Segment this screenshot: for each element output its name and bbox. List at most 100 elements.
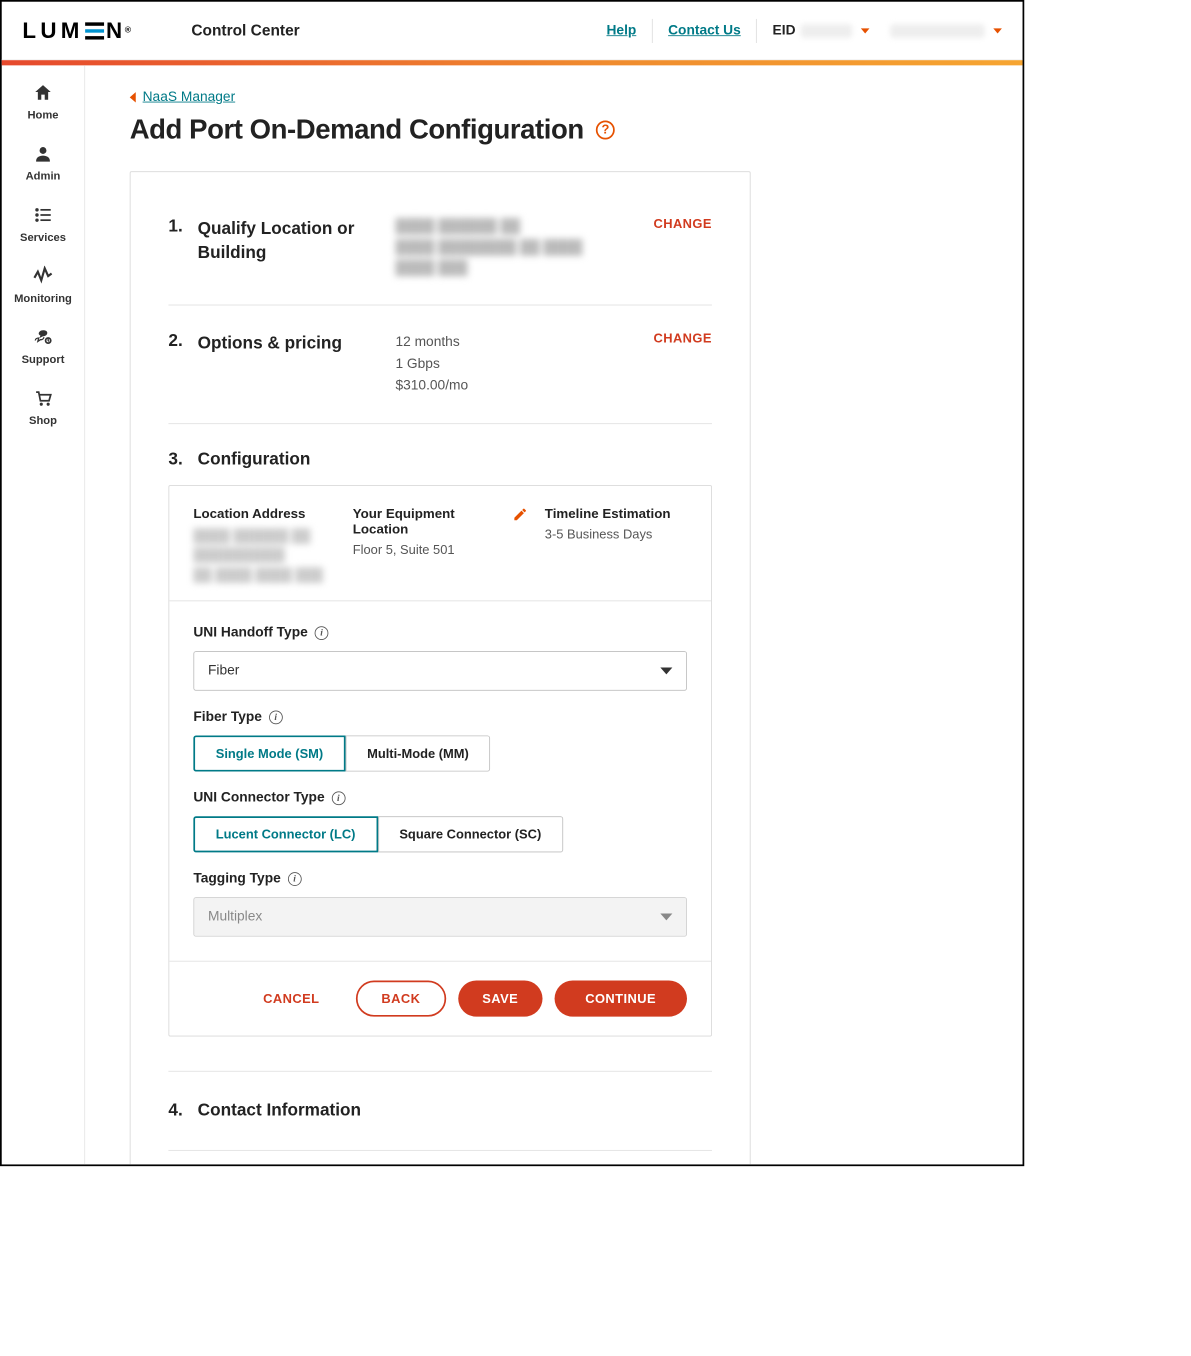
equipment-value: Floor 5, Suite 501	[353, 542, 495, 557]
breadcrumb: NaaS Manager	[130, 89, 978, 104]
edit-icon[interactable]	[512, 506, 527, 521]
edit-col	[512, 506, 527, 585]
sidebar-item-monitoring[interactable]: Monitoring	[14, 266, 72, 305]
location-value-redacted: ████ ██████ ██ ████████████ ████ ████ ██…	[194, 527, 336, 585]
connector-lc-button[interactable]: Lucent Connector (LC)	[194, 816, 378, 852]
sidebar-label: Services	[20, 230, 66, 243]
eid-dropdown[interactable]: EID	[757, 23, 878, 38]
main-content: NaaS Manager Add Port On-Demand Configur…	[85, 65, 1022, 1164]
chevron-left-icon	[130, 92, 136, 102]
location-col: Location Address ████ ██████ ██ ████████…	[194, 506, 336, 585]
select-value: Fiber	[208, 663, 239, 678]
step-number: 4.	[169, 1101, 198, 1121]
location-label: Location Address	[194, 506, 336, 521]
tagging-type-label: Tagging Type i	[194, 871, 688, 886]
sidebar-label: Home	[27, 108, 58, 121]
timeline-value: 3-5 Business Days	[545, 527, 687, 542]
chevron-down-icon	[660, 914, 672, 921]
info-icon[interactable]: i	[288, 872, 302, 886]
sidebar: Home Admin Services Monitoring Support S…	[2, 65, 85, 1164]
lumen-logo[interactable]: LUM N ®	[22, 17, 131, 44]
header: LUM N ® Control Center Help Contact Us E…	[2, 2, 1023, 60]
chevron-down-icon	[993, 28, 1002, 33]
sidebar-item-home[interactable]: Home	[27, 83, 58, 122]
redacted-address: ████ ██████ ██████ ████████ ██ ████████ …	[396, 217, 654, 279]
divider	[169, 304, 713, 305]
sidebar-label: Admin	[26, 169, 61, 182]
connector-sc-button[interactable]: Square Connector (SC)	[378, 816, 563, 852]
price-value: $310.00/mo	[396, 375, 654, 397]
equipment-label: Your Equipment Location	[353, 506, 495, 537]
timeline-label: Timeline Estimation	[545, 506, 687, 521]
step-title: Configuration	[198, 450, 311, 470]
divider	[169, 423, 713, 424]
monitoring-icon	[33, 266, 54, 287]
page-title-text: Add Port On-Demand Configuration	[130, 114, 584, 146]
step-title: Contact Information	[198, 1101, 361, 1121]
chevron-down-icon	[861, 28, 870, 33]
logo-text-pre: LUM	[22, 17, 83, 44]
help-link[interactable]: Help	[591, 23, 652, 38]
term-value: 12 months	[396, 331, 654, 353]
sidebar-item-shop[interactable]: Shop	[29, 388, 57, 427]
config-footer: CANCEL BACK SAVE CONTINUE	[169, 961, 711, 1036]
change-button[interactable]: CHANGE	[654, 331, 712, 346]
admin-icon	[33, 144, 54, 165]
sidebar-item-admin[interactable]: Admin	[26, 144, 61, 183]
label-text: Fiber Type	[194, 710, 263, 725]
step-2: 2. Options & pricing 12 months 1 Gbps $3…	[169, 317, 713, 411]
label-text: UNI Handoff Type	[194, 625, 308, 640]
config-form: UNI Handoff Type i Fiber Fiber Type i Si…	[169, 601, 711, 960]
sidebar-item-services[interactable]: Services	[20, 205, 66, 244]
select-value: Multiplex	[208, 909, 262, 924]
timeline-col: Timeline Estimation 3-5 Business Days	[545, 506, 687, 585]
step-5[interactable]: 5. Review & Submit	[169, 1163, 713, 1164]
sidebar-item-support[interactable]: Support	[22, 327, 65, 366]
fiber-type-group: Single Mode (SM) Multi-Mode (MM)	[194, 736, 688, 772]
change-button[interactable]: CHANGE	[654, 217, 712, 232]
info-icon[interactable]: i	[315, 626, 329, 640]
step-title: Qualify Location or Building	[198, 217, 396, 265]
connector-type-label: UNI Connector Type i	[194, 791, 688, 806]
chevron-down-icon	[660, 668, 672, 675]
services-icon	[33, 205, 54, 226]
home-icon	[33, 83, 54, 104]
step-body: ████ ██████ ██████ ████████ ██ ████████ …	[396, 217, 654, 279]
step-3: 3. Configuration	[169, 436, 713, 470]
back-button[interactable]: BACK	[356, 981, 447, 1017]
uni-handoff-label: UNI Handoff Type i	[194, 625, 688, 640]
fiber-single-mode-button[interactable]: Single Mode (SM)	[194, 736, 346, 772]
uni-handoff-select[interactable]: Fiber	[194, 651, 688, 691]
logo-e-icon	[85, 22, 104, 39]
fiber-type-label: Fiber Type i	[194, 710, 688, 725]
breadcrumb-link[interactable]: NaaS Manager	[143, 89, 236, 104]
save-button[interactable]: SAVE	[458, 981, 542, 1017]
sidebar-label: Shop	[29, 414, 57, 427]
divider	[169, 1071, 713, 1072]
step-body: 12 months 1 Gbps $310.00/mo	[396, 331, 654, 397]
info-icon[interactable]: i	[269, 711, 283, 725]
support-icon	[33, 327, 54, 348]
app-title: Control Center	[191, 22, 299, 40]
tagging-type-select[interactable]: Multiplex	[194, 897, 688, 937]
fiber-multi-mode-button[interactable]: Multi-Mode (MM)	[346, 736, 491, 772]
logo-text-post: N	[106, 17, 126, 44]
label-text: UNI Connector Type	[194, 791, 325, 806]
divider	[169, 1150, 713, 1151]
account-dropdown[interactable]	[878, 24, 1002, 38]
configuration-panel: Location Address ████ ██████ ██ ████████…	[169, 485, 713, 1037]
continue-button[interactable]: CONTINUE	[554, 981, 687, 1017]
cancel-button[interactable]: CANCEL	[239, 981, 343, 1017]
shop-icon	[33, 388, 54, 409]
config-summary: Location Address ████ ██████ ██ ████████…	[169, 486, 711, 602]
page-title: Add Port On-Demand Configuration ?	[130, 114, 978, 146]
eid-value-redacted	[801, 24, 853, 38]
wizard-card: 1. Qualify Location or Building ████ ███…	[130, 171, 751, 1164]
step-4[interactable]: 4. Contact Information	[169, 1084, 713, 1138]
help-icon[interactable]: ?	[596, 120, 615, 139]
registered-mark: ®	[125, 26, 131, 35]
sidebar-label: Monitoring	[14, 292, 72, 305]
header-right: Help Contact Us EID	[591, 18, 1002, 42]
info-icon[interactable]: i	[332, 791, 346, 805]
contact-link[interactable]: Contact Us	[653, 23, 757, 38]
